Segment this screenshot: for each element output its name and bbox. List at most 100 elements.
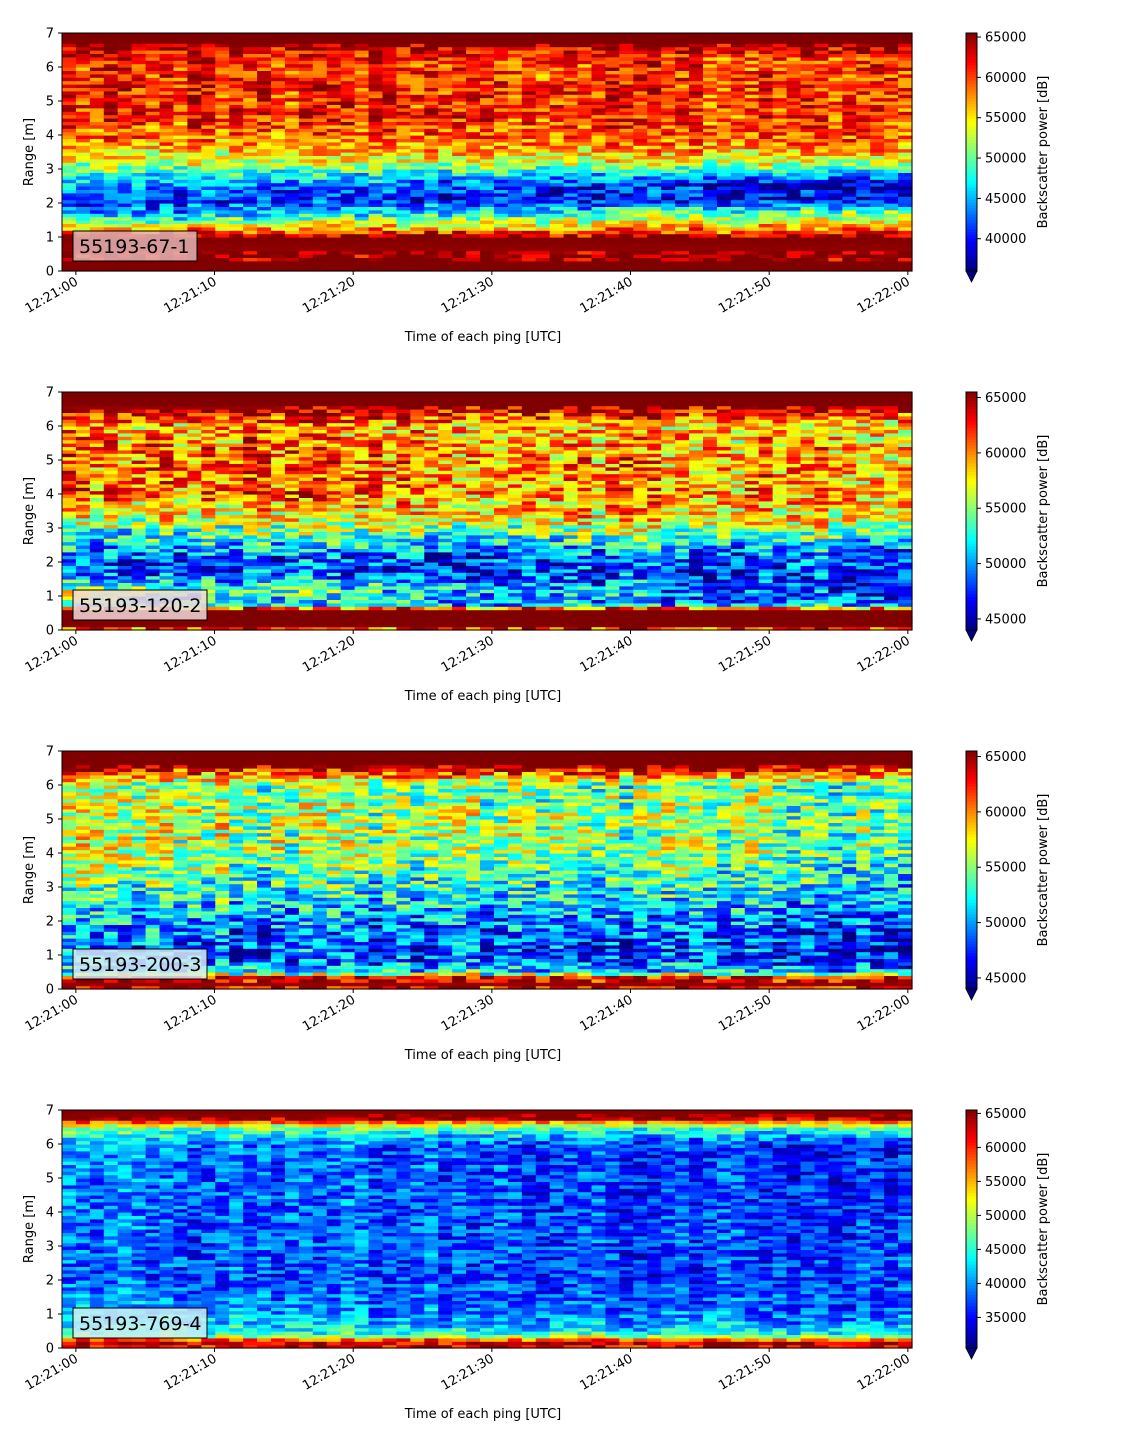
heatmap-cell — [354, 97, 370, 102]
heatmap-cell — [298, 148, 314, 153]
heatmap-cell — [493, 189, 509, 194]
heatmap-cell — [647, 192, 662, 197]
heatmap-cell — [382, 209, 398, 214]
heatmap-cell — [452, 111, 467, 116]
heatmap-cell — [786, 233, 802, 238]
heatmap-cell — [549, 138, 565, 143]
heatmap-cell — [201, 94, 216, 99]
heatmap-cell — [62, 243, 77, 248]
heatmap-cell — [396, 145, 411, 150]
heatmap-cell — [271, 158, 286, 163]
heatmap-cell — [730, 148, 746, 153]
heatmap-cell — [75, 90, 91, 95]
heatmap-cell — [507, 145, 523, 150]
heatmap-cell — [89, 138, 105, 143]
heatmap-cell — [410, 121, 425, 126]
heatmap-cell — [326, 243, 342, 248]
heatmap-cell — [605, 104, 620, 109]
heatmap-cell — [396, 138, 411, 143]
heatmap-cell — [493, 50, 509, 54]
heatmap-cell — [633, 104, 648, 109]
heatmap-cell — [243, 97, 258, 102]
heatmap-cell — [410, 53, 425, 58]
heatmap-cell — [647, 257, 662, 262]
heatmap-cell — [117, 97, 133, 102]
heatmap-cell — [577, 243, 593, 248]
heatmap-cell — [786, 33, 802, 37]
heatmap-cell — [424, 264, 439, 269]
heatmap-cell — [117, 209, 133, 214]
heatmap-cell — [856, 216, 871, 221]
heatmap-cell — [284, 148, 300, 153]
heatmap-cell — [507, 260, 523, 265]
heatmap-cell — [633, 70, 648, 75]
heatmap-cell — [173, 226, 189, 231]
heatmap-cell — [382, 226, 398, 231]
heatmap-cell — [591, 260, 607, 265]
heatmap-cell — [145, 453, 161, 458]
heatmap-cell — [619, 189, 634, 194]
heatmap-cell — [675, 158, 690, 163]
heatmap-cell — [243, 39, 258, 44]
heatmap-cell — [410, 43, 425, 48]
heatmap-cell — [410, 39, 425, 44]
heatmap-cell — [591, 203, 607, 207]
heatmap-cell — [591, 165, 607, 170]
heatmap-cell — [410, 145, 425, 150]
heatmap-cell — [312, 94, 328, 99]
heatmap-cell — [159, 179, 175, 184]
heatmap-cell — [368, 118, 384, 122]
heatmap-cell — [549, 80, 565, 85]
heatmap-cell — [619, 267, 634, 272]
heatmap-cell — [466, 223, 481, 228]
heatmap-cell — [493, 84, 509, 88]
heatmap-cell — [884, 199, 899, 204]
heatmap-cell — [187, 97, 202, 102]
heatmap-cell — [117, 104, 133, 109]
heatmap-cell — [647, 138, 662, 143]
heatmap-cell — [284, 131, 300, 136]
heatmap-cell — [326, 152, 342, 156]
heatmap-cell — [605, 90, 620, 95]
heatmap-cell — [438, 169, 453, 173]
heatmap-cell — [633, 169, 648, 173]
heatmap-cell — [856, 192, 871, 197]
heatmap-cell — [201, 114, 216, 119]
heatmap-cell — [103, 264, 119, 269]
heatmap-cell — [145, 131, 161, 136]
heatmap-cell — [159, 70, 175, 75]
heatmap-cell — [62, 199, 77, 204]
heatmap-cell — [201, 124, 216, 129]
heatmap-cell — [577, 141, 593, 146]
heatmap-cell — [591, 267, 607, 272]
heatmap-cell — [452, 107, 467, 112]
heatmap-cell — [173, 97, 189, 102]
heatmap-cell — [563, 107, 579, 112]
heatmap-cell — [187, 36, 202, 41]
heatmap-cell — [633, 148, 648, 153]
heatmap-cell — [535, 104, 551, 109]
heatmap-cell — [382, 50, 398, 54]
heatmap-cell — [326, 87, 342, 92]
heatmap-cell — [466, 247, 481, 252]
heatmap-cell — [103, 67, 119, 71]
heatmap-cell — [493, 97, 509, 102]
colorbar-tick-label: 50000 — [985, 152, 1026, 167]
heatmap-cell — [452, 155, 467, 160]
heatmap-cell — [312, 104, 328, 109]
heatmap-cell — [619, 50, 634, 54]
heatmap-cell — [159, 172, 175, 177]
heatmap-cell — [340, 87, 356, 92]
heatmap-cell — [326, 141, 342, 146]
heatmap-cell — [187, 33, 202, 37]
heatmap-cell — [284, 60, 300, 65]
heatmap-cell — [340, 56, 356, 61]
heatmap-cell — [577, 90, 593, 95]
heatmap-cell — [159, 90, 175, 95]
heatmap-cell — [507, 101, 523, 105]
heatmap-cell — [326, 90, 342, 95]
heatmap-cell — [75, 216, 91, 221]
heatmap-cell — [396, 216, 411, 221]
heatmap-cell — [368, 264, 384, 269]
heatmap-cell — [410, 233, 425, 238]
